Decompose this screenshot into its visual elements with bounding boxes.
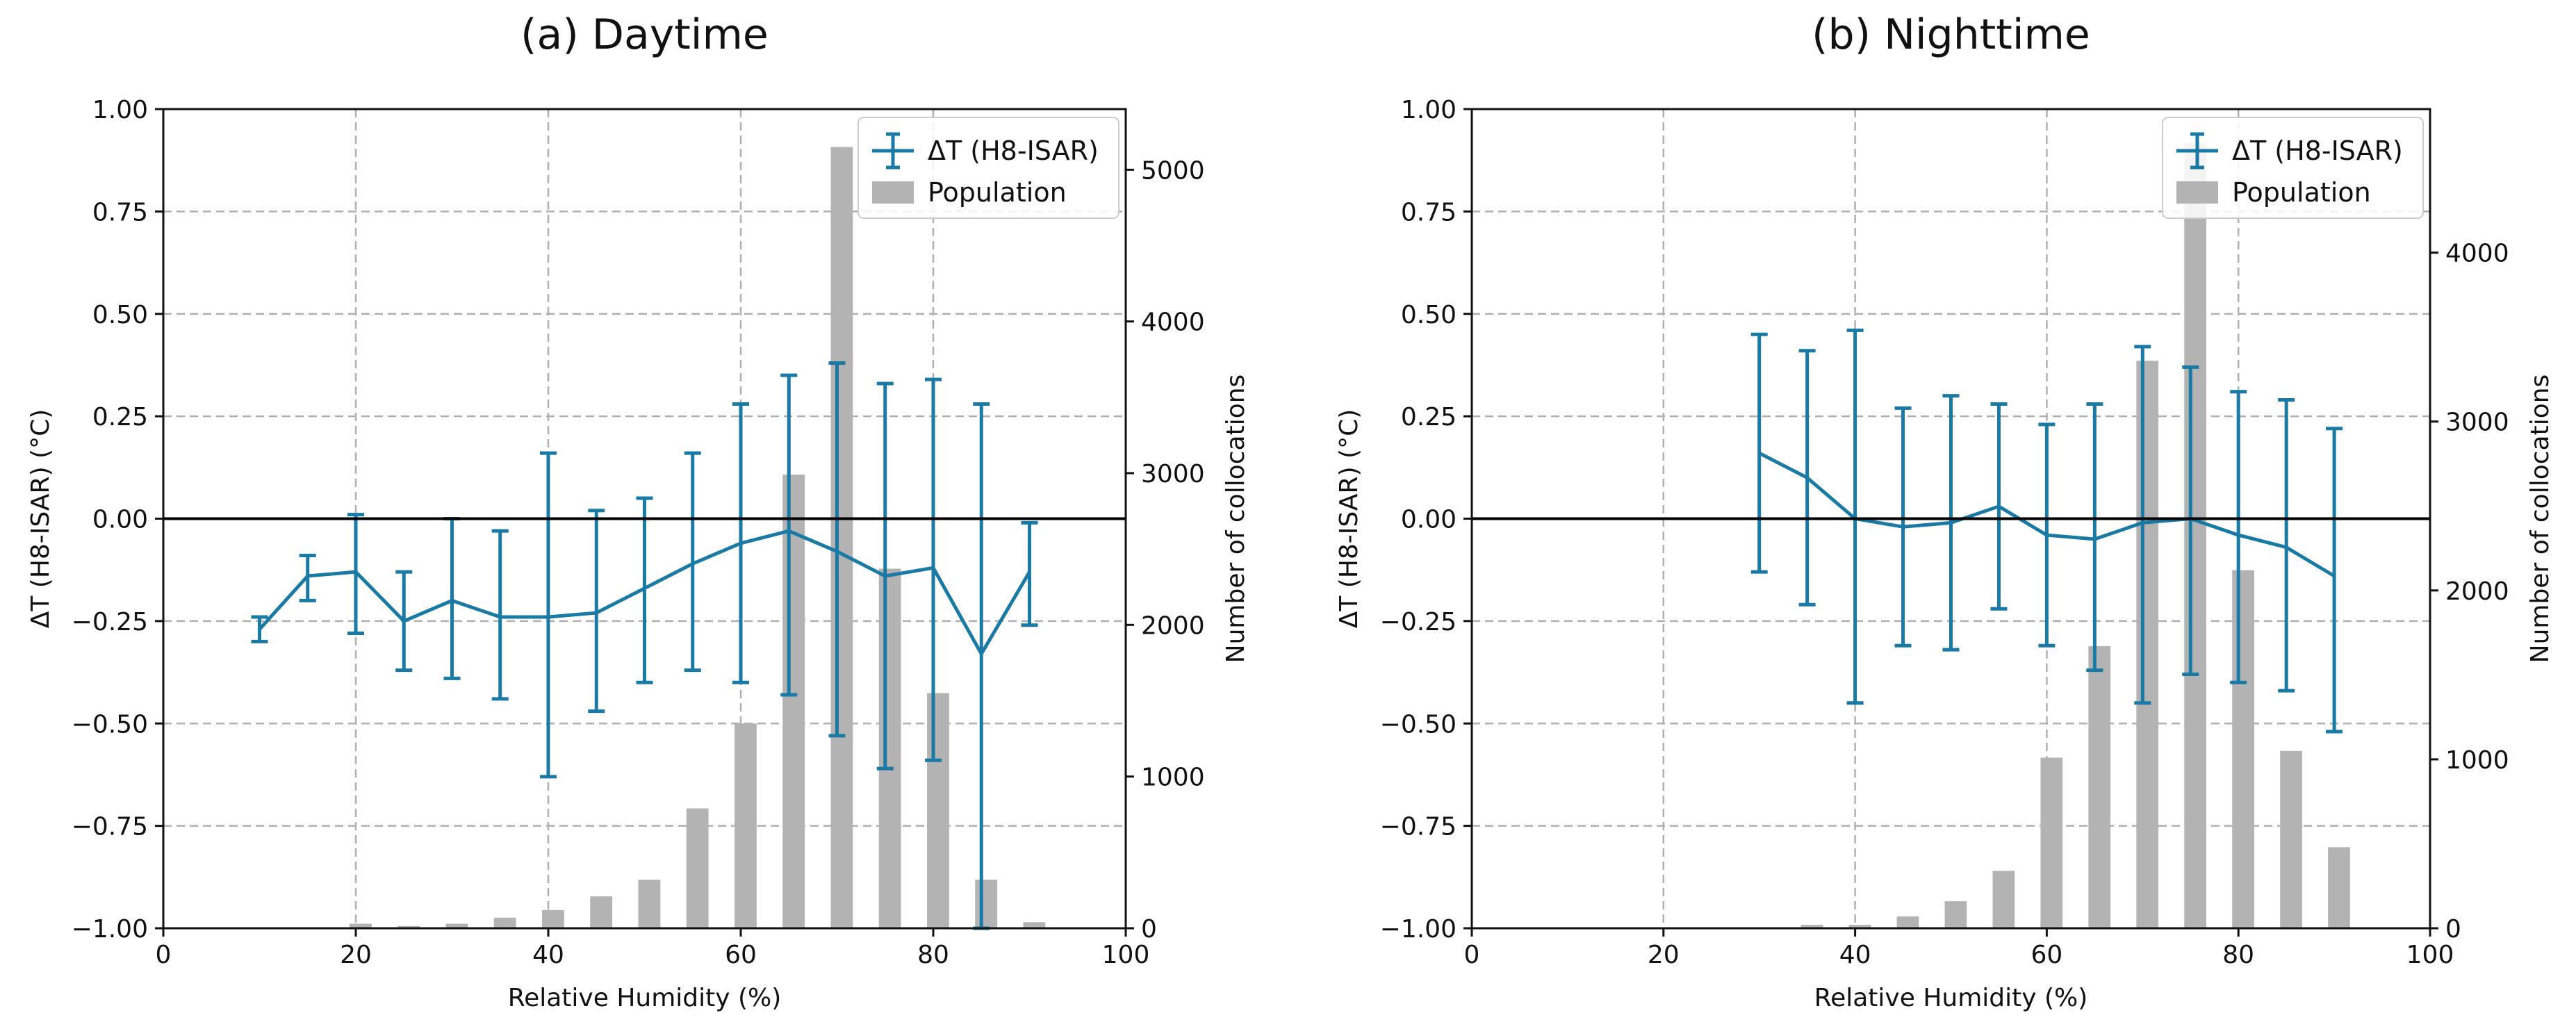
x-tick-label: 100 (2406, 941, 2454, 969)
population-bar (1800, 925, 1823, 928)
population-bar (926, 693, 949, 928)
x-axis-label: Relative Humidity (%) (1814, 984, 2088, 1012)
y2-axis-label: Number of collocations (2526, 374, 2554, 664)
population-bar (878, 568, 901, 928)
axes: 0 20 40 60 80 100 −1.00 −0.75 −0.50 −0.25 0.00 0.25… (72, 96, 1205, 969)
population-bar (445, 923, 468, 928)
population-bar (590, 896, 613, 928)
legend-box (2162, 117, 2424, 219)
chart-title: (a) Daytime (520, 10, 769, 59)
x-tick-label: 100 (1102, 941, 1150, 969)
population-bar (349, 923, 372, 928)
x-tick-label: 0 (1464, 941, 1480, 969)
y2-axis-label: Number of collocations (1222, 374, 1250, 664)
population-bar (782, 475, 805, 928)
y-tick-label: −0.25 (72, 608, 148, 636)
population-bar (2184, 142, 2207, 929)
y-tick-label: −0.25 (1380, 608, 1457, 636)
panel-nighttime: (b) Nighttime Relative Humidity (%) ΔT (… (1335, 10, 2554, 1012)
y2-tick-label: 3000 (1141, 460, 1205, 488)
y-tick-label: 0.75 (1401, 198, 1457, 227)
population-bar (2136, 361, 2159, 928)
y-tick-label: 1.00 (92, 96, 148, 124)
population-bar (541, 909, 564, 928)
x-tick-label: 80 (917, 941, 949, 969)
y2-tick-label: 1000 (1141, 764, 1205, 792)
population-bar (2232, 570, 2254, 928)
x-tick-label: 60 (2031, 941, 2062, 969)
population-bar (1992, 871, 2015, 928)
y2-tick-label: 3000 (2445, 409, 2509, 437)
population-bar (2088, 646, 2111, 928)
population-bar (397, 925, 420, 928)
population-bar (1023, 922, 1046, 928)
x-tick-label: 60 (725, 941, 757, 969)
legend (2162, 117, 2424, 219)
y-tick-label: −1.00 (72, 915, 148, 944)
y2-tick-label: 1000 (2445, 746, 2509, 775)
x-tick-label: 20 (1648, 941, 1680, 969)
panel-daytime: (a) Daytime Relative Humidity (%) ΔT (H8… (26, 10, 1250, 1012)
y-tick-label: 0.50 (92, 301, 148, 329)
legend-bar-symbol (2176, 181, 2218, 204)
population-bar (2280, 750, 2302, 928)
population-bar (830, 147, 853, 928)
y-tick-label: 0.50 (1401, 301, 1457, 329)
legend-label-population: Population (928, 177, 1067, 208)
legend (858, 117, 1119, 219)
y-tick-label: 0.25 (1401, 403, 1457, 431)
error-bars (251, 361, 1038, 930)
population-bar (686, 808, 709, 928)
legend-label-delta-t: ΔT (H8-ISAR) (2232, 135, 2403, 166)
population-bar (1944, 901, 1967, 928)
y-tick-label: 0.25 (92, 403, 148, 431)
y-tick-label: −0.50 (72, 710, 148, 739)
population-bar (2040, 757, 2063, 928)
legend-bar-symbol (872, 181, 914, 204)
population-bars (349, 147, 1046, 928)
y2-tick-label: 2000 (1141, 611, 1205, 640)
x-tick-label: 0 (156, 941, 172, 969)
y-axis-label: ΔT (H8-ISAR) (°C) (26, 409, 55, 629)
y2-tick-label: 2000 (2445, 577, 2509, 606)
x-tick-label: 20 (340, 941, 372, 969)
y-tick-label: −0.75 (1380, 813, 1457, 841)
y2-tick-label: 0 (1141, 915, 1157, 944)
population-bar (493, 917, 516, 928)
population-bars (1800, 142, 2350, 929)
population-bar (975, 880, 998, 928)
y-tick-label: 1.00 (1401, 96, 1457, 124)
population-bar (1896, 916, 1919, 928)
x-axis-label: Relative Humidity (%) (508, 984, 782, 1012)
legend-label-delta-t: ΔT (H8-ISAR) (928, 135, 1099, 166)
y-tick-label: 0.00 (92, 506, 148, 534)
population-bar (2328, 847, 2350, 928)
population-bar (1848, 925, 1871, 928)
y-tick-label: 0.00 (1401, 506, 1457, 534)
y2-tick-label: 5000 (1141, 156, 1205, 185)
chart-title: (b) Nighttime (1812, 10, 2090, 59)
legend-label-population: Population (2232, 177, 2371, 208)
y-tick-label: −1.00 (1380, 915, 1457, 944)
population-bar (734, 723, 757, 928)
y2-tick-label: 4000 (2445, 240, 2509, 268)
x-tick-label: 40 (532, 941, 564, 969)
delta-t-series (258, 529, 1031, 658)
y-axis-label: ΔT (H8-ISAR) (°C) (1335, 409, 1363, 629)
axes: 0 20 40 60 80 100 −1.00 −0.75 −0.50 −0.25 0.00 0.25… (1380, 96, 2509, 969)
y-tick-label: −0.50 (1380, 710, 1457, 739)
y-tick-label: −0.75 (72, 813, 148, 841)
y2-tick-label: 0 (2445, 915, 2461, 944)
y2-tick-label: 4000 (1141, 308, 1205, 337)
legend-box (858, 117, 1119, 219)
x-tick-label: 80 (2222, 941, 2254, 969)
y-tick-label: 0.75 (92, 198, 148, 227)
population-bar (638, 880, 661, 928)
x-tick-label: 40 (1839, 941, 1871, 969)
